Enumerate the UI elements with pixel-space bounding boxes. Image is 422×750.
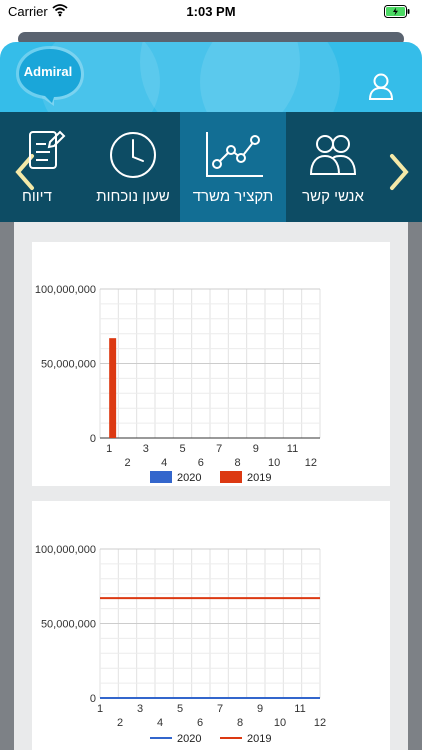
x-tick-label: 12 — [305, 457, 317, 469]
legend-swatch-2020 — [150, 471, 172, 483]
y-tick-label: 50,000,000 — [41, 359, 96, 371]
x-tick-label: 6 — [198, 457, 204, 469]
bar-2019-1 — [109, 338, 117, 438]
x-tick-label: 9 — [253, 443, 259, 455]
legend-label-2019: 2019 — [247, 733, 271, 745]
battery-icon — [384, 5, 410, 21]
chart-icon — [206, 132, 263, 177]
x-tick-label: 4 — [161, 457, 167, 469]
x-tick-label: 1 — [97, 703, 103, 715]
x-tick-label: 12 — [314, 717, 326, 729]
report-icon — [29, 130, 66, 169]
legend-label-2020: 2020 — [177, 472, 201, 484]
x-tick-label: 1 — [106, 443, 112, 455]
chart-card-bar: 0 50,000,000 100,000,000 1 2 3 4 5 6 7 8 9 10 11 12 202… — [32, 242, 390, 486]
nav-item-contacts[interactable]: אנשי קשר — [288, 112, 378, 222]
x-tick-label: 10 — [274, 717, 286, 729]
nav-item-report[interactable]: דיווח — [0, 112, 72, 222]
y-tick-label: 0 — [90, 433, 96, 445]
status-time: 1:03 PM — [186, 4, 236, 19]
line-chart: 050,000,000100,000,000123456789101112202… — [35, 544, 326, 745]
x-tick-label: 9 — [257, 703, 263, 715]
bar-chart: 050,000,000100,000,000123456789101112202… — [35, 284, 321, 484]
nav-item-office-summary[interactable]: תקציר משרד — [180, 112, 286, 222]
y-tick-label: 0 — [90, 693, 96, 705]
user-icon — [368, 73, 394, 100]
x-tick-label: 5 — [179, 443, 185, 455]
x-tick-label: 8 — [237, 717, 243, 729]
contacts-icon — [309, 135, 357, 175]
legend-swatch-2019 — [220, 471, 242, 483]
legend-label-2019: 2019 — [247, 472, 271, 484]
x-tick-label: 5 — [177, 703, 183, 715]
nav-item-office-summary-label: תקציר משרד — [192, 188, 274, 205]
nav-item-report-label: דיווח — [22, 188, 52, 205]
y-tick-label: 50,000,000 — [41, 619, 96, 631]
x-tick-label: 11 — [287, 443, 298, 455]
chevron-left-icon — [15, 154, 34, 190]
status-bar: Carrier 1:03 PM — [0, 0, 422, 24]
wifi-icon — [52, 3, 68, 20]
clock-icon — [110, 132, 156, 178]
x-tick-label: 2 — [117, 717, 123, 729]
admiral-logo: Admiral — [14, 44, 86, 106]
logo-text: Admiral — [24, 64, 72, 79]
nav-prev-button[interactable] — [10, 150, 40, 194]
x-tick-label: 10 — [268, 457, 280, 469]
header-banner — [0, 42, 422, 112]
app-header: Admiral — [0, 24, 422, 112]
chevron-right-icon — [390, 154, 409, 190]
x-tick-label: 7 — [217, 703, 223, 715]
x-tick-label: 4 — [157, 717, 163, 729]
x-tick-label: 6 — [197, 717, 203, 729]
x-tick-label: 3 — [137, 703, 143, 715]
nav-next-button[interactable] — [384, 150, 414, 194]
x-tick-label: 2 — [124, 457, 130, 469]
carrier-label: Carrier — [8, 4, 48, 19]
main-nav: דיווח שעון נוכחות תקציר משרד אנשי קשר — [0, 112, 422, 222]
chart-card-line: 0 50,000,000 100,000,000 1 2 3 4 5 6 7 8 9 10 11 12 202… — [32, 501, 390, 750]
x-tick-label: 11 — [294, 703, 305, 715]
nav-item-attendance-label: שעון נוכחות — [96, 188, 170, 205]
x-tick-label: 8 — [234, 457, 240, 469]
dashboard-content: 0 50,000,000 100,000,000 1 2 3 4 5 6 7 8 9 10 11 12 202… — [14, 222, 408, 750]
user-profile-button[interactable] — [368, 72, 394, 100]
nav-item-attendance[interactable]: שעון נוכחות — [88, 112, 178, 222]
x-tick-label: 7 — [216, 443, 222, 455]
y-tick-label: 100,000,000 — [35, 544, 96, 556]
nav-item-contacts-label: אנשי קשר — [302, 188, 364, 205]
legend-label-2020: 2020 — [177, 733, 201, 745]
x-tick-label: 3 — [143, 443, 149, 455]
y-tick-label: 100,000,000 — [35, 284, 96, 296]
